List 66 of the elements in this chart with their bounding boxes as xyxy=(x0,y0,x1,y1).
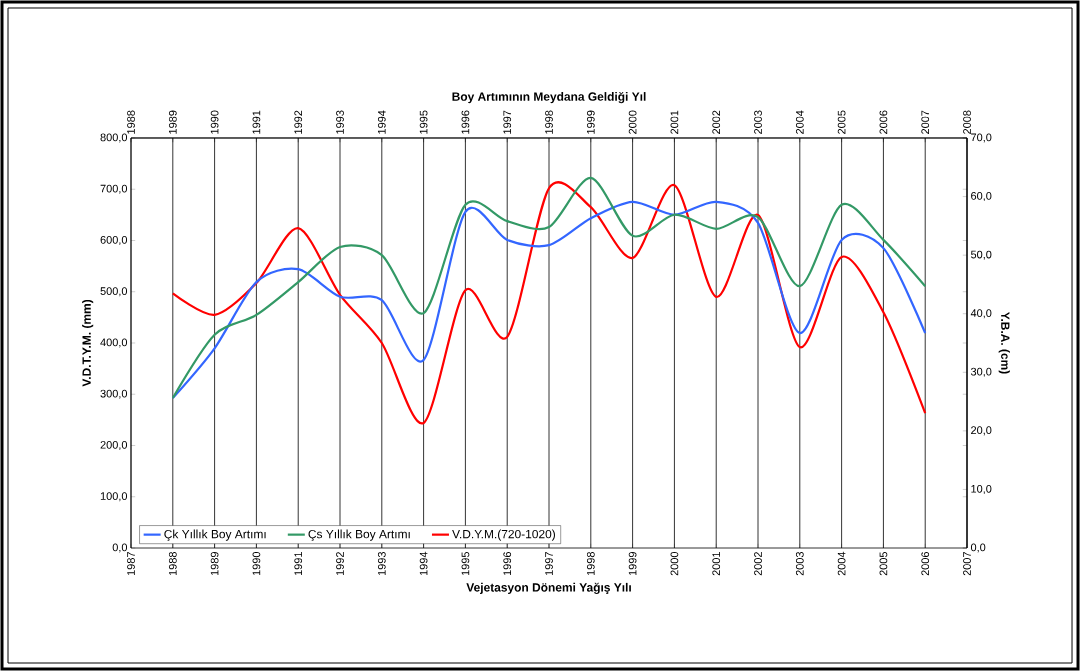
x2-tick-label: 2006 xyxy=(879,110,888,134)
legend-label: Çs Yıllık Boy Artımı xyxy=(308,529,410,541)
y2-axis-title: Y.B.A. (cm) xyxy=(998,311,1010,374)
x-tick-label: 1996 xyxy=(503,552,512,576)
y2-tick-label: 0,0 xyxy=(970,543,986,553)
y-tick-label: 600,0 xyxy=(100,235,128,246)
x-tick-label: 1995 xyxy=(461,551,470,576)
y-tick-label: 800,0 xyxy=(100,133,128,143)
x-tick-label: 1989 xyxy=(210,552,219,576)
x2-tick-label: 1991 xyxy=(252,110,261,134)
x2-tick-label: 1999 xyxy=(586,110,595,134)
x2-tick-label: 2008 xyxy=(963,110,971,134)
x-tick-label: 1991 xyxy=(294,552,303,576)
y-tick-label: 700,0 xyxy=(100,184,128,194)
y-tick-label: 300,0 xyxy=(100,389,128,399)
x2-tick-label: 1989 xyxy=(168,110,177,134)
legend-label: Çk Yıllık Boy Artımı xyxy=(164,529,266,541)
y2-tick-label: 70,0 xyxy=(971,133,992,143)
y-tick-label: 200,0 xyxy=(100,440,128,451)
x2-tick-label: 2004 xyxy=(795,110,804,134)
x2-tick-label: 1990 xyxy=(210,110,219,134)
x2-tick-label: 2007 xyxy=(921,110,930,134)
x-tick-label: 1994 xyxy=(419,551,428,576)
x2-tick-label: 1992 xyxy=(294,110,303,134)
x-tick-label: 2003 xyxy=(795,552,804,576)
x2-tick-label: 1993 xyxy=(336,110,344,134)
x-tick-label: 1987 xyxy=(127,552,135,576)
x-tick-label: 1993 xyxy=(377,552,386,576)
x-tick-label: 2007 xyxy=(963,552,971,576)
x-tick-label: 2006 xyxy=(921,552,930,576)
x-tick-label: 2005 xyxy=(879,551,888,576)
x2-tick-label: 1996 xyxy=(461,110,470,134)
x-tick-label: 1997 xyxy=(545,552,553,576)
y-tick-label: 100,0 xyxy=(100,492,128,502)
y-tick-label: 500,0 xyxy=(100,287,128,297)
y2-tick-label: 40,0 xyxy=(970,309,992,319)
x-tick-label: 1988 xyxy=(168,552,177,576)
x2-axis-title: Boy Artımının Meydana Geldiği Yıl xyxy=(452,91,646,104)
x2-tick-label: 2002 xyxy=(712,110,721,134)
x2-tick-label: 2005 xyxy=(837,110,846,134)
y-tick-label: 0,0 xyxy=(112,543,128,553)
y-tick-label: 400,0 xyxy=(100,338,128,348)
x-tick-label: 1998 xyxy=(586,552,595,576)
x-tick-label: 2002 xyxy=(754,552,762,576)
x2-tick-label: 2001 xyxy=(670,110,679,134)
x-tick-label: 2004 xyxy=(837,551,846,576)
x-tick-label: 1999 xyxy=(628,552,637,576)
x2-tick-label: 1997 xyxy=(503,110,512,134)
x-tick-label: 1990 xyxy=(252,551,261,576)
x2-tick-label: 1988 xyxy=(127,110,135,134)
x-tick-label: 1992 xyxy=(336,552,344,576)
x-axis-title: Vejetasyon Dönemi Yağış Yılı xyxy=(466,582,631,595)
x2-tick-label: 1995 xyxy=(419,110,428,134)
x-tick-label: 2000 xyxy=(670,551,679,576)
y2-tick-label: 60,0 xyxy=(971,192,992,202)
y2-tick-label: 20,0 xyxy=(971,426,992,436)
y-axis-title: V.D.T.Y.M. (mm) xyxy=(82,299,94,387)
y2-tick-label: 30,0 xyxy=(970,367,992,377)
x2-tick-label: 1994 xyxy=(377,110,386,134)
x2-tick-label: 2003 xyxy=(754,110,762,134)
legend-label: V.D.Y.M.(720-1020) xyxy=(452,529,555,541)
x2-tick-label: 2000 xyxy=(628,110,637,134)
x-tick-label: 2001 xyxy=(712,552,721,576)
x2-tick-label: 1998 xyxy=(545,110,553,134)
y2-tick-label: 50,0 xyxy=(970,250,992,260)
y2-tick-label: 10,0 xyxy=(971,484,992,494)
